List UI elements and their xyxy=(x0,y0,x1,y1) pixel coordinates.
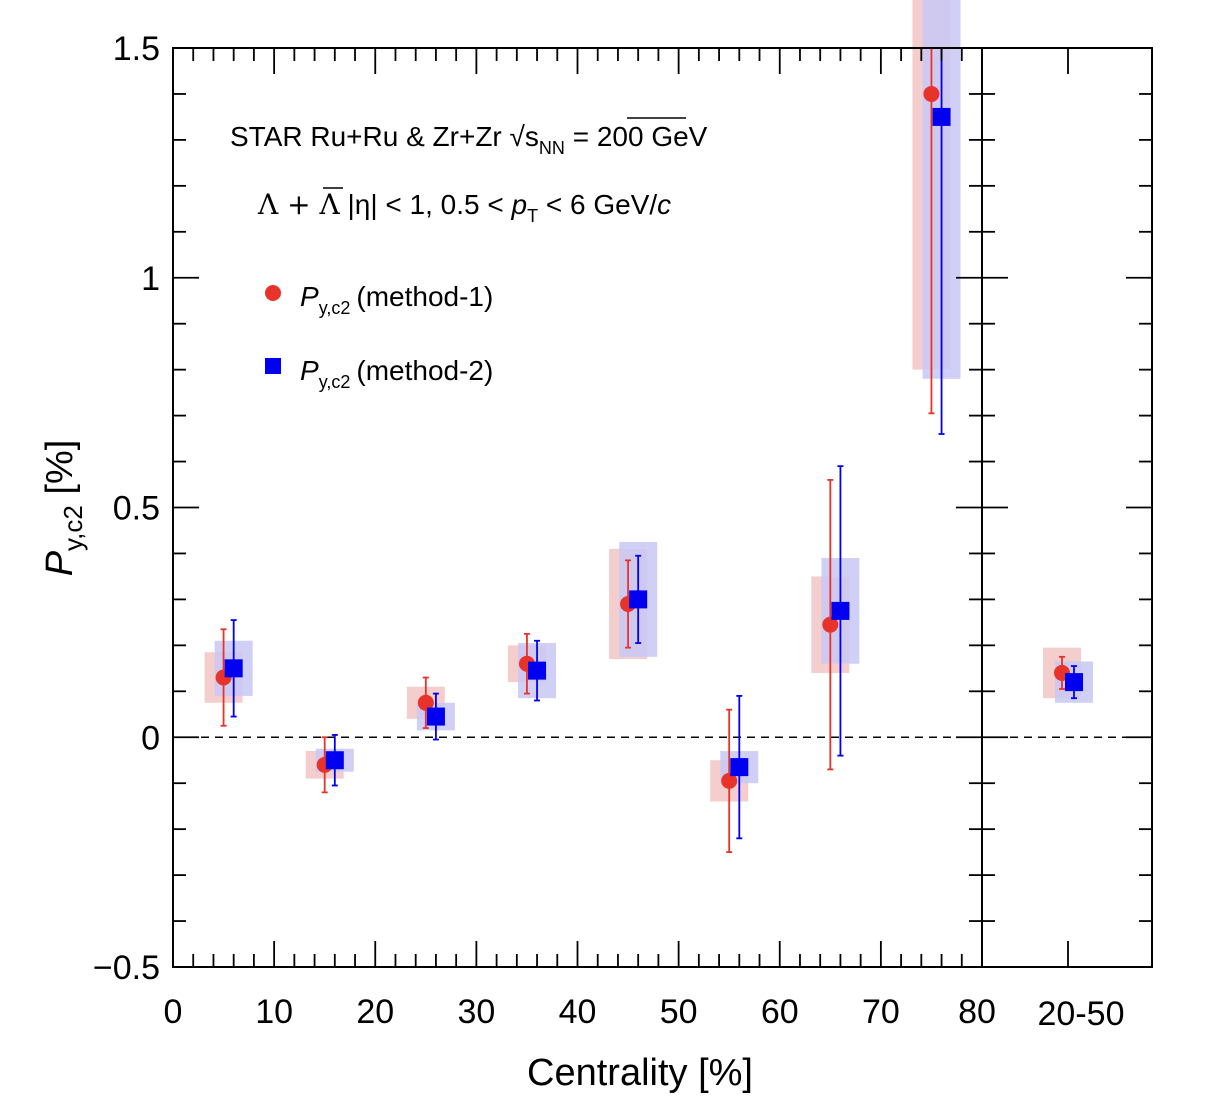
y-tick-label: 1.5 xyxy=(113,30,160,68)
point-circle-6 xyxy=(822,616,839,633)
legend-label-name: (method-2) xyxy=(356,355,493,386)
annotation-suffix: = 200 GeV xyxy=(565,121,708,152)
annotation-s: s xyxy=(525,121,539,152)
legend: Py,c2 (method-1) Py,c2 (method-2) xyxy=(265,281,493,392)
annotation-line-2: Λ + Λ |η| < 1, 0.5 < pT < 6 GeV/c xyxy=(257,188,671,226)
legend-entry-method-2: Py,c2 (method-2) xyxy=(300,355,493,392)
x-tick-label: 50 xyxy=(660,993,698,1031)
x-tick-label: 30 xyxy=(457,993,495,1031)
legend-label-name: (method-1) xyxy=(356,281,493,312)
point-square-0 xyxy=(224,659,243,678)
x-tick-label: 20 xyxy=(356,993,394,1031)
main-frame xyxy=(172,47,983,968)
lambda-bar-symbol: Λ xyxy=(318,188,340,221)
data-markers xyxy=(215,85,1083,789)
annotation-c: c xyxy=(657,189,671,220)
x-tick-label: 0 xyxy=(164,993,183,1031)
x-axis-title: Centrality [%] xyxy=(527,1052,753,1094)
annotation-t: T xyxy=(527,206,538,226)
point-square-1 xyxy=(325,751,344,770)
y-tick-label: 0.5 xyxy=(113,490,160,528)
point-circle-2 xyxy=(417,694,434,711)
y-axis-title-sub: y,c2 xyxy=(58,505,88,551)
side-point-square-1 xyxy=(1065,673,1083,692)
annotation-p: p xyxy=(511,189,528,220)
annotation-mid: < 6 GeV/ xyxy=(538,189,657,220)
lambda-symbol: Λ + xyxy=(257,188,319,221)
legend-marker-method-1 xyxy=(265,285,281,301)
side-panel-label: 20-50 xyxy=(1038,995,1125,1033)
x-tick-label: 40 xyxy=(559,993,597,1031)
point-square-5 xyxy=(730,758,749,777)
point-circle-7 xyxy=(923,85,940,102)
tick-labels: 0 10 20 30 40 50 60 70 80−0.500.511.520-50 xyxy=(93,30,1125,1033)
axes xyxy=(172,47,1153,968)
annotation-nn: NN xyxy=(539,138,565,158)
point-square-2 xyxy=(426,707,445,726)
point-circle-5 xyxy=(721,772,738,789)
x-tick-label: 60 xyxy=(761,993,799,1031)
point-square-7 xyxy=(932,107,951,126)
y-axis-title-suffix: [%] xyxy=(39,440,81,505)
annotation-eta: |η| < 1, 0.5 < xyxy=(340,189,512,220)
y-tick-label: 1 xyxy=(141,260,160,298)
point-square-3 xyxy=(528,661,547,680)
y-axis-title-main: P xyxy=(39,550,81,576)
y-tick-label: 0 xyxy=(141,719,160,757)
legend-marker-method-2 xyxy=(265,358,281,374)
sqrt-symbol: √ xyxy=(510,121,526,152)
annotation-prefix: STAR Ru+Ru & Zr+Zr xyxy=(230,121,510,152)
legend-label-main: P xyxy=(300,281,319,312)
x-tick-label: 80 xyxy=(958,993,996,1031)
legend-label-sub: y,c2 xyxy=(319,372,351,392)
point-square-4 xyxy=(629,590,648,609)
x-tick-label: 10 xyxy=(255,993,293,1031)
y-axis-title: Py,c2 [%] xyxy=(39,440,88,577)
legend-label-main: P xyxy=(300,355,319,386)
annotation-line-1: STAR Ru+Ru & Zr+Zr √sNN = 200 GeV xyxy=(230,121,708,158)
point-square-6 xyxy=(831,601,850,620)
x-tick-label: 70 xyxy=(862,993,900,1031)
y-tick-label: −0.5 xyxy=(93,949,160,987)
legend-label-sub: y,c2 xyxy=(319,298,351,318)
legend-entry-method-1: Py,c2 (method-1) xyxy=(300,281,493,318)
